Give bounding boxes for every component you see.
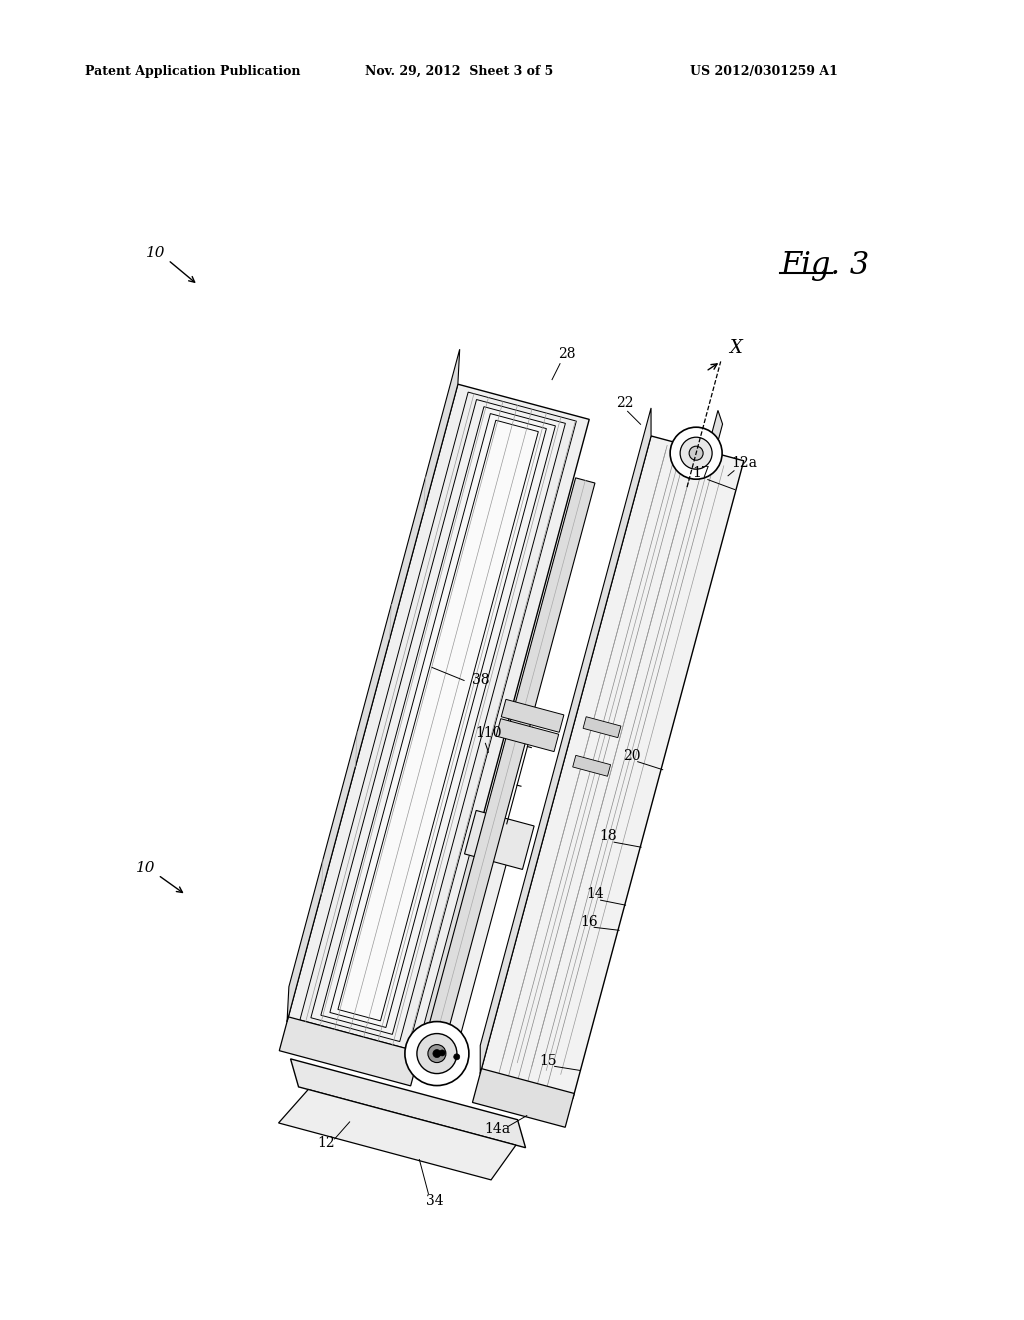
Text: 15: 15 (540, 1055, 557, 1068)
Polygon shape (472, 1069, 574, 1127)
Circle shape (433, 1049, 441, 1057)
Polygon shape (496, 718, 559, 751)
Text: 10: 10 (136, 861, 156, 875)
Text: 18: 18 (599, 829, 616, 843)
Text: Nov. 29, 2012  Sheet 3 of 5: Nov. 29, 2012 Sheet 3 of 5 (365, 65, 553, 78)
Text: 110: 110 (475, 726, 502, 741)
Text: 16: 16 (581, 915, 598, 929)
Polygon shape (502, 700, 564, 733)
Polygon shape (330, 413, 547, 1027)
Text: 22: 22 (615, 396, 633, 411)
Polygon shape (279, 1089, 516, 1180)
Text: 12: 12 (317, 1137, 335, 1150)
Polygon shape (711, 411, 723, 453)
Text: Fig. 3: Fig. 3 (780, 249, 869, 281)
Polygon shape (428, 478, 595, 1034)
Polygon shape (287, 350, 460, 1022)
Polygon shape (321, 407, 555, 1035)
Polygon shape (300, 392, 577, 1049)
Polygon shape (287, 384, 589, 1057)
Circle shape (454, 1053, 460, 1060)
Circle shape (670, 428, 722, 479)
Text: 17: 17 (693, 466, 711, 479)
Text: 28: 28 (558, 347, 575, 360)
Text: 12a: 12a (731, 455, 757, 470)
Text: 14: 14 (587, 887, 604, 902)
Circle shape (417, 1034, 457, 1073)
Polygon shape (338, 420, 539, 1020)
Polygon shape (425, 838, 511, 1059)
Text: X: X (729, 339, 741, 358)
Text: US 2012/0301259 A1: US 2012/0301259 A1 (690, 65, 838, 78)
Polygon shape (572, 755, 610, 776)
Polygon shape (311, 400, 565, 1041)
Polygon shape (422, 821, 482, 1051)
Circle shape (689, 446, 703, 461)
Polygon shape (480, 436, 743, 1098)
Circle shape (404, 1022, 469, 1085)
Text: 14a: 14a (484, 1122, 511, 1135)
Text: 10: 10 (146, 246, 166, 260)
Polygon shape (480, 408, 651, 1073)
Text: Patent Application Publication: Patent Application Publication (85, 65, 300, 78)
Polygon shape (465, 810, 535, 870)
Polygon shape (291, 1059, 525, 1147)
Circle shape (428, 1044, 445, 1063)
Text: 38: 38 (472, 673, 489, 688)
Circle shape (680, 437, 712, 469)
Circle shape (439, 1049, 445, 1056)
Polygon shape (280, 1016, 420, 1086)
Text: 34: 34 (426, 1193, 444, 1208)
Polygon shape (583, 717, 621, 738)
Text: 20: 20 (623, 748, 640, 763)
